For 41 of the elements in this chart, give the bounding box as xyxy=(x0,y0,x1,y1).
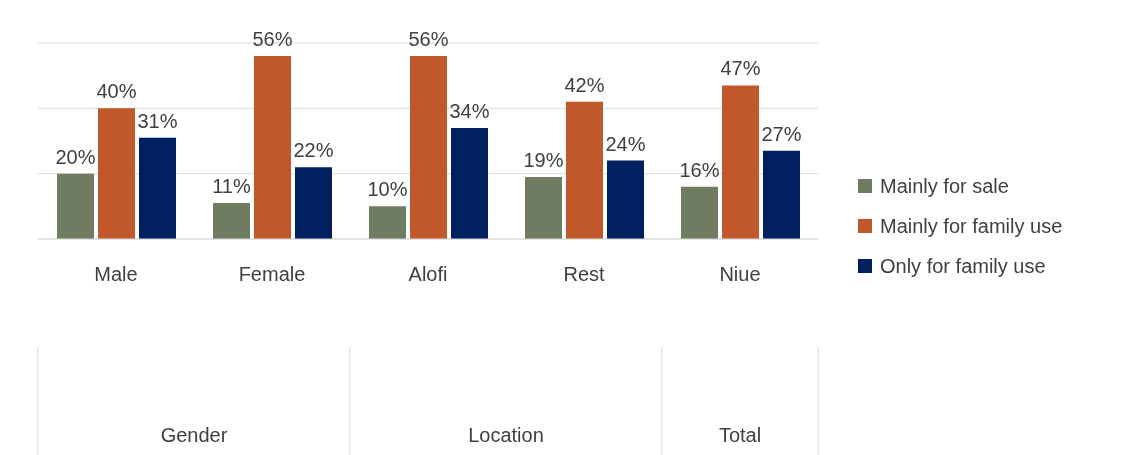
data-label: 56% xyxy=(408,28,449,51)
bar xyxy=(57,173,94,239)
data-label: 34% xyxy=(449,99,490,122)
bar xyxy=(451,127,488,239)
bar xyxy=(254,56,291,239)
data-label: 22% xyxy=(293,139,334,162)
data-label: 10% xyxy=(367,178,408,201)
data-label: 24% xyxy=(605,132,646,155)
bar xyxy=(525,176,562,239)
bar xyxy=(369,206,406,239)
data-label: 19% xyxy=(523,148,564,171)
data-label: 16% xyxy=(679,158,720,181)
data-label: 40% xyxy=(96,80,137,103)
bar xyxy=(566,101,603,239)
legend-label: Mainly for sale xyxy=(880,174,1009,199)
bar xyxy=(139,137,176,239)
data-label: 31% xyxy=(137,109,178,132)
bar xyxy=(763,150,800,239)
text: Location xyxy=(468,424,544,446)
bar xyxy=(410,56,447,239)
x-tick-label: Niue xyxy=(719,263,761,286)
x-tick-label: Rest xyxy=(563,263,605,286)
x-tick-label: Male xyxy=(94,263,138,286)
bar xyxy=(722,85,759,239)
legend-label: Only for family use xyxy=(880,254,1046,279)
data-label: 56% xyxy=(252,28,293,51)
data-label: 42% xyxy=(564,73,605,96)
data-label: 47% xyxy=(720,57,761,80)
bar xyxy=(681,186,718,239)
text: Total xyxy=(718,424,762,446)
bar xyxy=(98,108,135,239)
data-label: 20% xyxy=(55,145,96,168)
bar xyxy=(213,203,250,239)
x-tick-label: Female xyxy=(238,263,306,286)
data-label: 11% xyxy=(212,175,251,198)
bar xyxy=(295,167,332,239)
bar xyxy=(607,160,644,239)
x-tick-label: Alofi xyxy=(408,263,448,286)
data-label: 27% xyxy=(761,122,802,145)
text: Gender xyxy=(160,424,228,446)
legend-label: Mainly for family use xyxy=(880,214,1063,239)
